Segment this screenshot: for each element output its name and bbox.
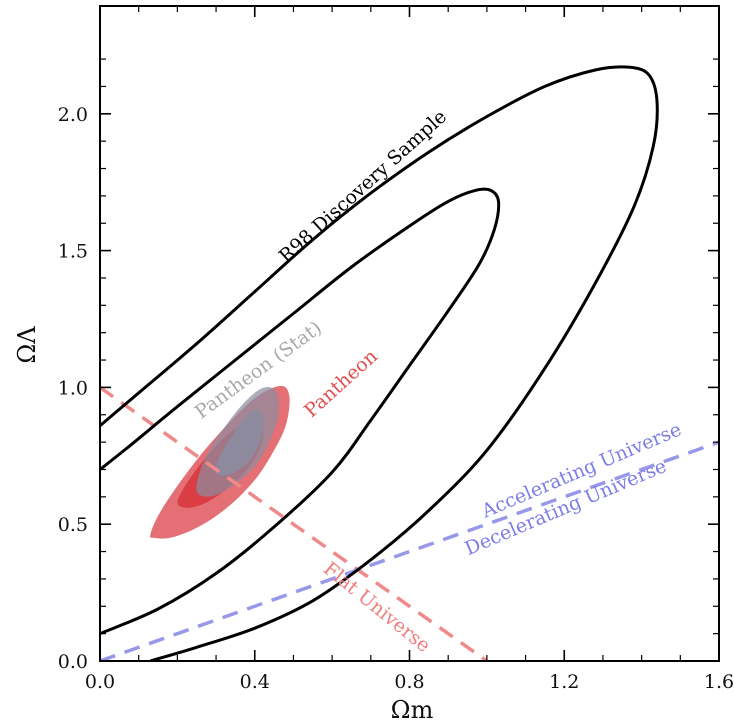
x-tick-label: 0.0 xyxy=(85,671,115,693)
y-tick-label: 0.0 xyxy=(58,651,88,673)
annotation-pantheon: Pantheon xyxy=(300,345,382,422)
y-tick-label: 2.0 xyxy=(58,104,88,126)
y-tick-label: 1.5 xyxy=(58,241,88,263)
annotation-flat-universe: Flat Universe xyxy=(319,558,434,657)
y-axis-title: ΩΛ xyxy=(13,326,41,364)
tick-layer: 0.0 0.4 0.8 1.2 1.6 0.0 0.5 1.0 1.5 2.0 xyxy=(58,6,734,693)
pantheon-stat-contour-inner xyxy=(215,409,264,476)
data-layer xyxy=(100,65,719,661)
flat-universe-line xyxy=(100,385,488,661)
x-axis-title: Ωm xyxy=(391,696,434,724)
x-tick-label: 0.8 xyxy=(394,671,424,693)
x-tick-label: 1.2 xyxy=(549,671,579,693)
x-tick-label: 1.6 xyxy=(704,671,734,693)
r98-contour-outer xyxy=(100,65,659,661)
r98-contour-inner xyxy=(100,187,501,635)
x-tick-label: 0.4 xyxy=(240,671,270,693)
plot-frame xyxy=(99,5,720,662)
acceleration-boundary-line xyxy=(100,440,719,661)
y-tick-label: 0.5 xyxy=(58,514,88,536)
annotation-r98: R98 Discovery Sample xyxy=(275,106,451,268)
y-tick-label: 1.0 xyxy=(58,377,88,399)
